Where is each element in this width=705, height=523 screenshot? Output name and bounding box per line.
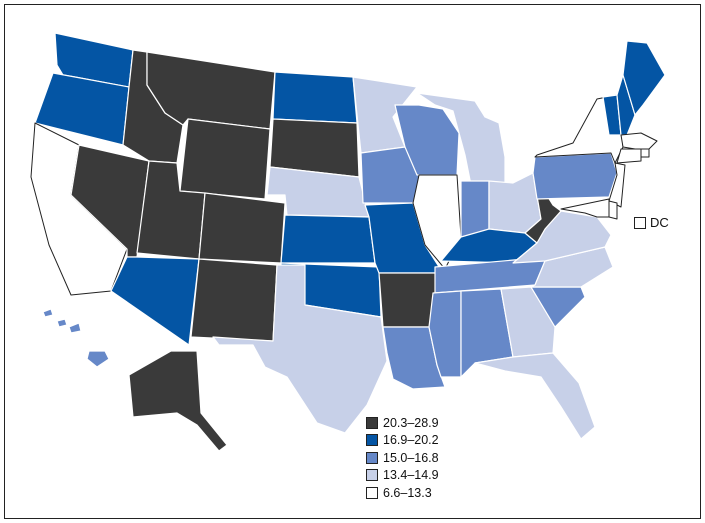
- state-hi: [86, 350, 110, 368]
- dc-label: DC: [650, 215, 669, 230]
- state-hi-islet: [68, 322, 82, 334]
- state-nd: [272, 71, 358, 124]
- dc-swatch: [634, 216, 646, 229]
- state-hi-islet: [56, 318, 68, 328]
- state-mn: [352, 76, 418, 154]
- legend-label: 13.4–14.9: [383, 468, 439, 483]
- state-ak: [128, 350, 228, 452]
- state-or: [34, 72, 130, 146]
- legend-item: 13.4–14.9: [366, 467, 439, 485]
- state-md: [560, 198, 610, 218]
- state-in: [460, 180, 490, 238]
- us-choropleth-map: [30, 32, 666, 452]
- legend-label: 16.9–20.2: [383, 433, 439, 448]
- state-az: [110, 256, 200, 346]
- legend-item: 6.6–13.3: [366, 484, 439, 502]
- state-co: [198, 192, 286, 264]
- legend-item: 20.3–28.9: [366, 414, 439, 432]
- state-de: [608, 200, 618, 220]
- state-nm: [190, 258, 278, 342]
- legend-item: 15.0–16.8: [366, 449, 439, 467]
- state-ct: [616, 148, 642, 164]
- legend-label: 15.0–16.8: [383, 450, 439, 465]
- state-ma: [620, 132, 658, 152]
- legend-swatch: [366, 434, 378, 447]
- legend-label: 20.3–28.9: [383, 415, 439, 430]
- legend-swatch: [366, 416, 378, 429]
- state-hi-islet: [42, 308, 54, 318]
- state-wv: [524, 172, 562, 244]
- state-pa: [532, 152, 618, 200]
- state-wi: [394, 104, 460, 176]
- state-oh: [488, 172, 542, 234]
- legend-label: 6.6–13.3: [383, 485, 432, 500]
- legend-swatch: [366, 451, 378, 464]
- map-frame: DC 20.3–28.9 16.9–20.2 15.0–16.8 13.4–14…: [4, 4, 701, 519]
- dc-key: DC: [634, 215, 669, 230]
- legend: 20.3–28.9 16.9–20.2 15.0–16.8 13.4–14.9 …: [366, 414, 439, 502]
- legend-swatch: [366, 469, 378, 482]
- state-wy: [179, 118, 271, 200]
- legend-item: 16.9–20.2: [366, 432, 439, 450]
- state-fl: [474, 352, 596, 440]
- state-nh: [616, 74, 636, 136]
- state-me: [622, 40, 666, 116]
- state-ks: [280, 214, 376, 264]
- legend-swatch: [366, 486, 378, 499]
- state-tx: [212, 264, 388, 434]
- state-ri: [640, 148, 650, 158]
